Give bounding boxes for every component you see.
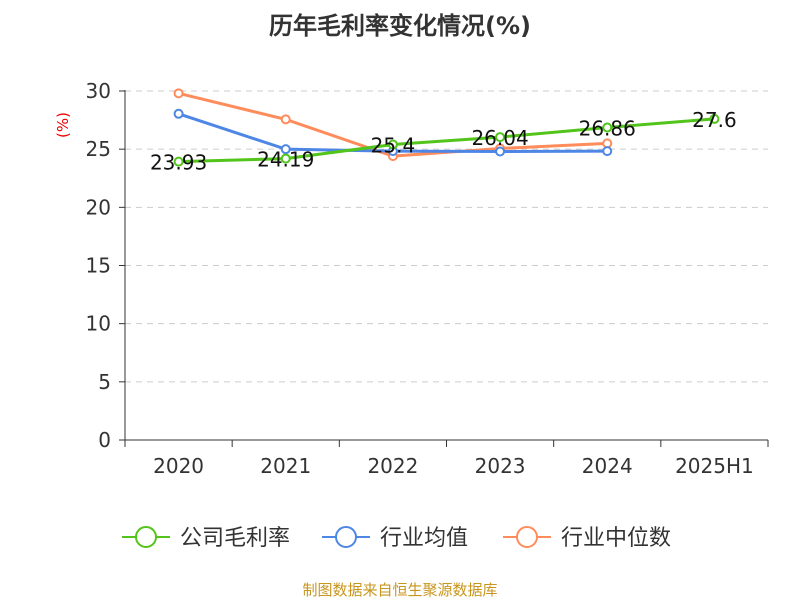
legend-label: 行业均值	[380, 526, 468, 551]
data-label: 23.93	[150, 151, 207, 175]
x-tick-label: 2020	[153, 454, 204, 478]
data-point	[495, 132, 506, 143]
data-point	[280, 153, 291, 164]
chart-title: 历年毛利率变化情况(%)	[269, 12, 531, 40]
legend-marker	[516, 526, 538, 548]
data-point	[495, 146, 506, 157]
data-point	[173, 156, 184, 167]
x-tick-label: 2022	[367, 454, 418, 478]
y-tick-label: 30	[86, 79, 111, 103]
x-tick-label: 2023	[475, 454, 526, 478]
x-tick-label: 2024	[582, 454, 633, 478]
data-label: 26.86	[579, 117, 636, 141]
y-tick-label: 5	[98, 370, 111, 394]
data-point	[387, 139, 398, 150]
data-label: 27.6	[692, 108, 737, 132]
y-axis-label: (%)	[54, 112, 72, 138]
data-label: 25.4	[371, 134, 416, 158]
y-tick-label: 25	[86, 137, 111, 161]
legend-marker	[335, 526, 357, 548]
series-line-0	[178, 117, 715, 164]
y-tick-label: 10	[86, 312, 111, 336]
data-point	[280, 144, 291, 155]
data-point	[173, 108, 184, 119]
source-footer: 制图数据来自恒生聚源数据库	[302, 581, 498, 599]
legend-label: 行业中位数	[561, 526, 671, 551]
data-point	[602, 122, 613, 133]
data-label: 24.19	[257, 148, 314, 172]
legend-label: 公司毛利率	[180, 526, 290, 551]
legend-marker	[135, 526, 157, 548]
data-point	[709, 113, 720, 124]
x-tick-label: 2025H1	[675, 454, 754, 478]
data-point	[602, 146, 613, 157]
data-point	[280, 114, 291, 125]
y-tick-label: 20	[86, 195, 111, 219]
x-tick-label: 2021	[260, 454, 311, 478]
data-label: 26.04	[471, 126, 528, 150]
y-tick-label: 0	[98, 428, 111, 452]
data-point	[173, 88, 184, 99]
y-tick-label: 15	[86, 254, 111, 278]
